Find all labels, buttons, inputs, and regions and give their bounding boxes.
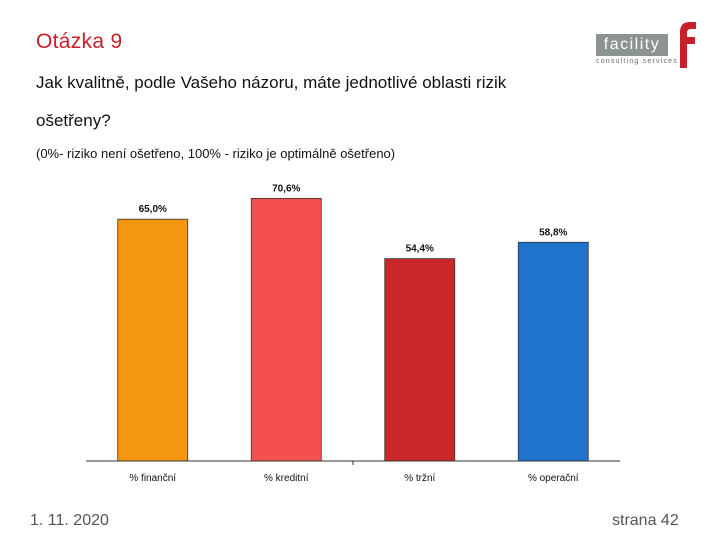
x-tick-label: % operační <box>528 473 579 484</box>
footer-date: 1. 11. 2020 <box>30 512 109 529</box>
x-tick-label: % kreditní <box>264 473 309 484</box>
x-tick-label: % finanční <box>129 473 176 484</box>
question-text: Jak kvalitně, podle Vašeho názoru, máte … <box>36 73 507 130</box>
bar <box>384 258 456 462</box>
bar-chart: 65,0% % finanční 70,6% % kreditní 54,4% % trž… <box>86 183 620 484</box>
data-label: 58,8% <box>539 227 567 238</box>
logo-f-icon <box>680 22 696 68</box>
bar <box>250 197 322 462</box>
x-tick-label: % tržní <box>404 473 435 484</box>
data-label: 65,0% <box>139 204 167 215</box>
data-label: 54,4% <box>406 244 434 255</box>
logo-wordmark: facility <box>596 34 668 56</box>
company-logo: facility consulting services <box>594 20 698 70</box>
data-label: 70,6% <box>272 183 300 194</box>
bar <box>517 241 589 462</box>
page-number: strana 42 <box>612 512 679 529</box>
scale-note: (0%- riziko není ošetřeno, 100% - riziko… <box>36 146 396 161</box>
bar <box>117 218 189 462</box>
logo-tagline: consulting services <box>596 58 678 65</box>
slide-title: Otázka 9 <box>36 30 123 53</box>
